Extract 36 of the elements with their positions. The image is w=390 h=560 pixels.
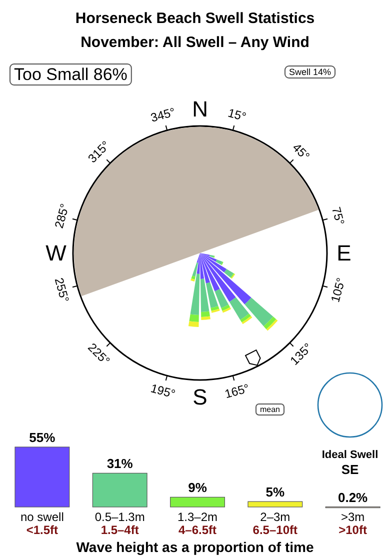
x-tick-label: 2–3m 6.5–10ft <box>252 510 298 537</box>
text: W <box>46 240 67 266</box>
text: mean <box>260 405 280 414</box>
text: 285° <box>52 202 72 230</box>
text: 45° <box>290 140 313 164</box>
text: 75° <box>329 205 348 227</box>
text: Swell 14% <box>288 67 332 77</box>
text: 165° <box>223 381 251 402</box>
data-label: 55% <box>29 430 56 445</box>
text: 195° <box>149 381 177 402</box>
text: 105° <box>328 276 348 304</box>
annotation: SE <box>341 462 359 477</box>
text: 15° <box>226 106 248 124</box>
bar <box>92 472 148 508</box>
x-tick-label: 1.3–2m 4–6.5ft <box>177 510 218 537</box>
x-tick-label: no swell <1.5ft <box>20 510 64 537</box>
x-axis-title: Wave height as a proportion of time <box>76 539 314 555</box>
text: 255° <box>52 276 72 304</box>
x-tick-label: 0.5–1.3m 1.5–4ft <box>94 510 145 537</box>
text: S <box>192 384 208 410</box>
bar <box>14 446 70 508</box>
data-label: 9% <box>188 480 208 496</box>
bar <box>170 496 225 508</box>
x-tick-label: >3m >10ft <box>338 510 367 537</box>
text: N <box>192 96 208 122</box>
data-label: 31% <box>106 456 134 472</box>
annotation: Ideal Swell <box>322 449 378 461</box>
text: 345° <box>149 104 177 125</box>
bar <box>248 501 303 508</box>
data-label: 5% <box>266 484 285 500</box>
text: Too Small 86% <box>14 65 128 84</box>
text: 225° <box>85 340 113 368</box>
text: Horseneck Beach Swell Statistics <box>75 10 315 27</box>
text: November: All Swell – Any Wind <box>80 34 310 51</box>
text: E <box>336 240 352 266</box>
data-label: 0.2% <box>338 490 368 505</box>
